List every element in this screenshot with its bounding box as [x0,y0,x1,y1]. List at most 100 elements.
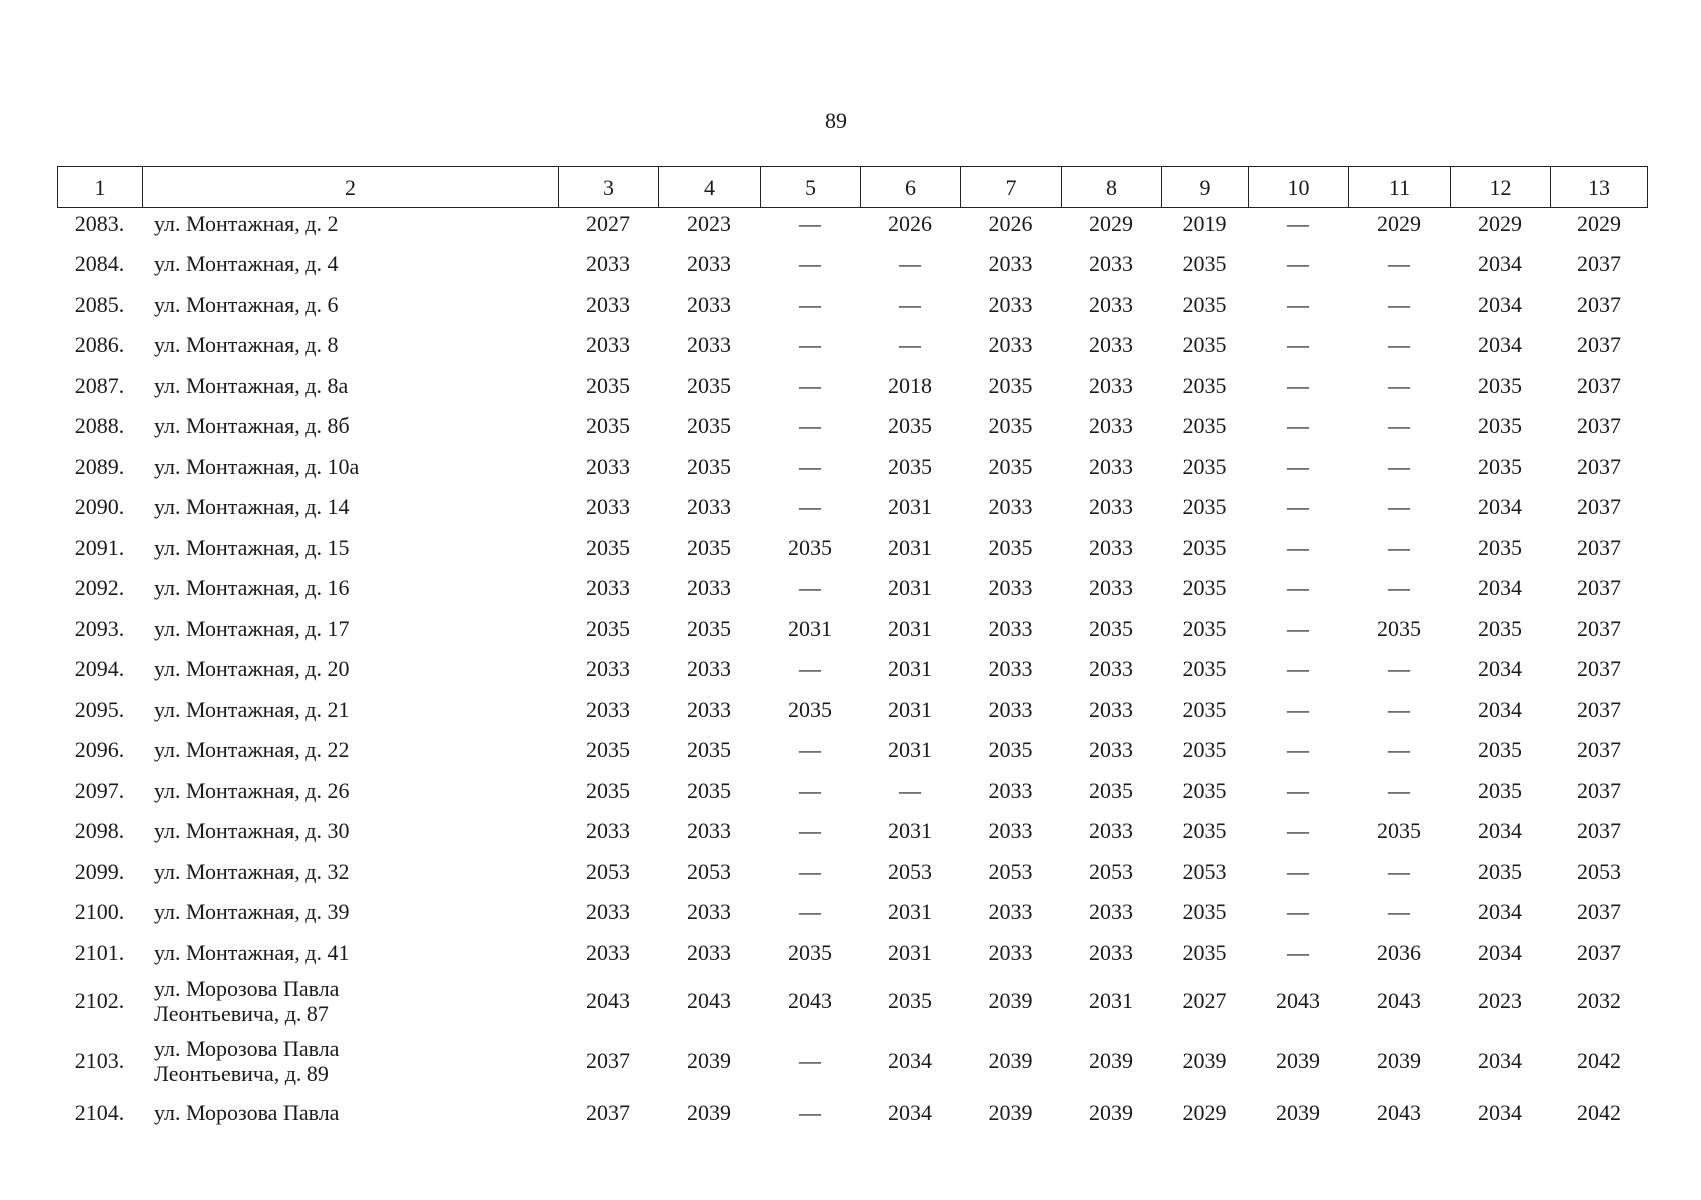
address-cell: ул. Монтажная, д. 21 [154,696,350,722]
year-cell: 2034 [1478,696,1522,722]
year-cell: 2037 [1577,534,1621,560]
row-number: 2095. [74,696,125,722]
header-cell: 13 [1550,166,1648,208]
year-cell: 2026 [888,210,932,236]
year-cell: 2035 [687,615,731,641]
year-cell: 2035 [988,413,1033,439]
year-cell: 2033 [1089,413,1133,439]
row-number: 2086. [74,332,125,358]
year-cell: 2039 [1182,1048,1227,1073]
year-cell: 2035 [888,988,932,1013]
year-cell: 2039 [1276,1048,1320,1073]
year-cell: 2032 [1577,988,1621,1013]
year-cell: 2033 [988,575,1033,601]
year-cell: 2033 [586,696,630,722]
address-cell: ул. Монтажная, д. 15 [154,534,350,560]
year-cell: 2033 [1089,291,1133,317]
year-cell: — [799,656,821,682]
address-cell: ул. Монтажная, д. 14 [154,494,350,520]
year-cell: 2035 [1182,332,1227,358]
year-cell: 2033 [988,291,1033,317]
year-cell: 2035 [888,413,932,439]
year-cell: — [899,332,921,358]
year-cell: — [1287,291,1309,317]
row-number: 2097. [74,777,125,803]
year-cell: — [799,777,821,803]
year-cell: — [799,899,821,925]
header-cell: 5 [760,166,860,208]
year-cell: 2035 [1182,737,1227,763]
year-cell: 2035 [1478,372,1522,398]
header-cell: 10 [1248,166,1348,208]
year-cell: 2018 [888,372,932,398]
year-cell: 2031 [888,737,932,763]
year-cell: 2034 [1478,939,1522,965]
year-cell: 2053 [1089,858,1133,884]
year-cell: 2035 [1089,777,1133,803]
year-cell: 2043 [1377,1100,1421,1126]
year-cell: 2031 [888,818,932,844]
year-cell: 2033 [586,494,630,520]
year-cell: — [799,737,821,763]
year-cell: 2033 [1089,453,1133,479]
year-cell: 2039 [1377,1048,1421,1073]
year-cell: — [1388,453,1410,479]
header-cell: 11 [1348,166,1450,208]
year-cell: 2033 [586,453,630,479]
year-cell: 2035 [1182,939,1227,965]
year-cell: 2035 [586,777,630,803]
row-number: 2103. [74,1048,125,1073]
year-cell: 2023 [687,210,731,236]
year-cell: 2033 [988,899,1033,925]
year-cell: 2053 [586,858,630,884]
year-cell: 2037 [1577,494,1621,520]
year-cell: 2035 [1182,251,1227,277]
year-cell: 2031 [888,939,932,965]
year-cell: 2033 [988,251,1033,277]
year-cell: 2035 [1182,453,1227,479]
year-cell: 2034 [888,1100,932,1126]
year-cell: 2035 [687,413,731,439]
year-cell: — [1287,939,1309,965]
year-cell: 2033 [1089,899,1133,925]
year-cell: 2033 [586,899,630,925]
year-cell: 2037 [1577,332,1621,358]
year-cell: 2043 [1377,988,1421,1013]
address-cell: ул. Монтажная, д. 32 [154,858,350,884]
year-cell: 2033 [586,575,630,601]
row-number: 2102. [74,988,125,1013]
year-cell: 2033 [687,899,731,925]
year-cell: 2033 [1089,251,1133,277]
year-cell: 2037 [1577,939,1621,965]
year-cell: 2039 [988,1100,1033,1126]
year-cell: 2033 [1089,372,1133,398]
year-cell: — [1287,210,1309,236]
year-cell: 2033 [988,615,1033,641]
year-cell: 2031 [888,899,932,925]
year-cell: 2033 [687,251,731,277]
year-cell: 2035 [1182,575,1227,601]
year-cell: 2035 [1478,858,1522,884]
header-cell: 9 [1161,166,1248,208]
year-cell: — [899,251,921,277]
year-cell: 2033 [1089,332,1133,358]
year-cell: 2034 [1478,291,1522,317]
row-number: 2090. [74,494,125,520]
year-cell: 2037 [1577,777,1621,803]
year-cell: 2039 [687,1100,731,1126]
address-cell: ул. Монтажная, д. 10а [154,453,360,479]
row-number: 2088. [74,413,125,439]
year-cell: 2034 [1478,1048,1522,1073]
year-cell: 2033 [1089,656,1133,682]
row-number: 2101. [74,939,125,965]
year-cell: 2029 [1089,210,1133,236]
year-cell: 2053 [1577,858,1621,884]
year-cell: — [1388,332,1410,358]
year-cell: 2035 [1377,615,1421,641]
year-cell: 2037 [1577,696,1621,722]
year-cell: 2042 [1577,1048,1621,1073]
address-cell: ул. Монтажная, д. 8 [154,332,339,358]
address-cell: ул. Монтажная, д. 17 [154,615,350,641]
year-cell: 2035 [988,737,1033,763]
row-number: 2091. [74,534,125,560]
